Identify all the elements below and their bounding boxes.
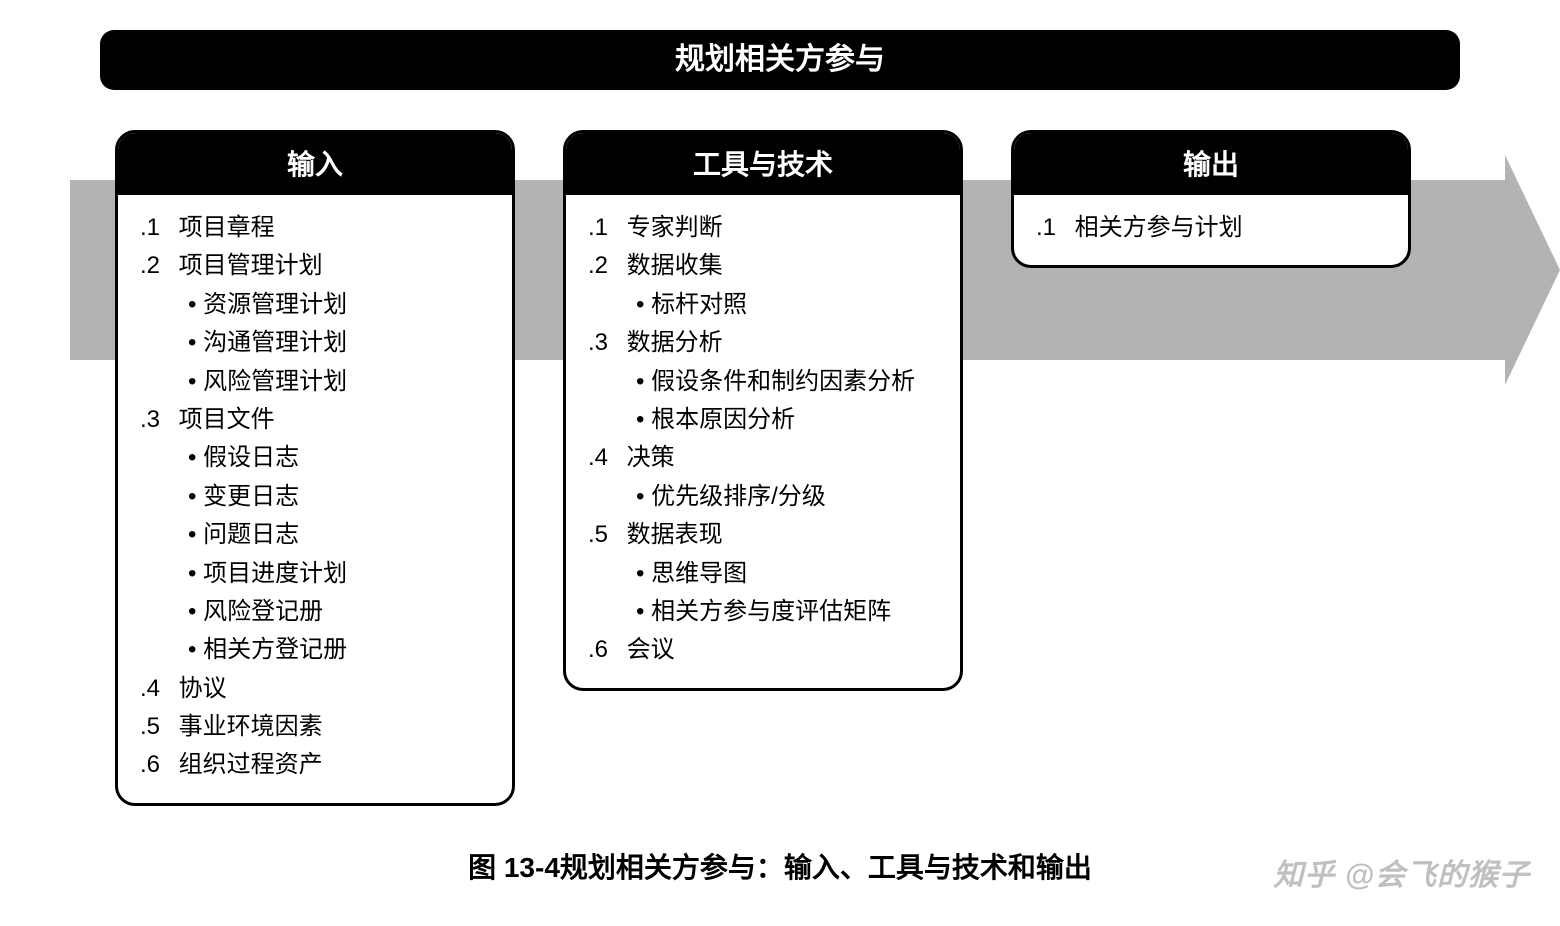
diagram-title-bar: 规划相关方参与 — [100, 30, 1460, 90]
sub-list: 假设条件和制约因素分析根本原因分析 — [588, 363, 938, 440]
sub-item: 思维导图 — [636, 555, 938, 593]
sub-item: 假设日志 — [188, 439, 490, 477]
sub-item: 风险登记册 — [188, 593, 490, 631]
item-label: 数据分析 — [620, 329, 723, 356]
sub-item: 沟通管理计划 — [188, 324, 490, 362]
item-number: .6 — [588, 631, 620, 669]
item-label: 专家判断 — [620, 214, 723, 241]
item-number: .1 — [588, 209, 620, 247]
item-number: .1 — [1036, 209, 1068, 247]
diagram-title: 规划相关方参与 — [675, 43, 885, 76]
flow-arrow-head-icon — [1505, 155, 1560, 385]
list-item: .5 事业环境因素 — [140, 708, 490, 746]
item-number: .4 — [140, 670, 172, 708]
list-item: .4 决策 — [588, 439, 938, 477]
sub-item: 资源管理计划 — [188, 286, 490, 324]
sub-list: 假设日志变更日志问题日志项目进度计划风险登记册相关方登记册 — [140, 439, 490, 669]
list-item: .2 项目管理计划 — [140, 247, 490, 285]
watermark-text: 知乎 @会飞的猴子 — [1273, 850, 1530, 894]
sub-list: 标杆对照 — [588, 286, 938, 324]
sub-item: 优先级排序/分级 — [636, 478, 938, 516]
sub-list: 资源管理计划沟通管理计划风险管理计划 — [140, 286, 490, 401]
list-item: .1 相关方参与计划 — [1036, 209, 1386, 247]
sub-item: 风险管理计划 — [188, 363, 490, 401]
item-label: 项目章程 — [172, 214, 275, 241]
sub-item: 项目进度计划 — [188, 555, 490, 593]
column-body: .1 专家判断.2 数据收集标杆对照.3 数据分析假设条件和制约因素分析根本原因… — [566, 195, 960, 688]
list-item: .3 项目文件 — [140, 401, 490, 439]
column-body: .1 项目章程.2 项目管理计划资源管理计划沟通管理计划风险管理计划.3 项目文… — [118, 195, 512, 803]
sub-item: 根本原因分析 — [636, 401, 938, 439]
item-label: 协议 — [172, 675, 227, 702]
sub-list: 优先级排序/分级 — [588, 478, 938, 516]
list-item: .1 专家判断 — [588, 209, 938, 247]
item-number: .2 — [140, 247, 172, 285]
list-item: .6 组织过程资产 — [140, 746, 490, 784]
item-label: 项目文件 — [172, 406, 275, 433]
column-header: 工具与技术 — [566, 133, 960, 195]
column-box-outputs: 输出 .1 相关方参与计划 — [1011, 130, 1411, 268]
item-label: 项目管理计划 — [172, 252, 323, 279]
item-number: .2 — [588, 247, 620, 285]
column-body: .1 相关方参与计划 — [1014, 195, 1408, 265]
item-label: 组织过程资产 — [172, 751, 323, 778]
item-number: .1 — [140, 209, 172, 247]
item-label: 会议 — [620, 636, 675, 663]
list-item: .2 数据收集 — [588, 247, 938, 285]
item-number: .6 — [140, 746, 172, 784]
sub-list: 思维导图相关方参与度评估矩阵 — [588, 555, 938, 632]
sub-item: 相关方登记册 — [188, 631, 490, 669]
item-number: .3 — [588, 324, 620, 362]
list-item: .5 数据表现 — [588, 516, 938, 554]
column-box-inputs: 输入.1 项目章程.2 项目管理计划资源管理计划沟通管理计划风险管理计划.3 项… — [115, 130, 515, 806]
item-number: .5 — [588, 516, 620, 554]
sub-item: 问题日志 — [188, 516, 490, 554]
list-item: .3 数据分析 — [588, 324, 938, 362]
item-number: .3 — [140, 401, 172, 439]
list-item: .1 项目章程 — [140, 209, 490, 247]
item-label: 相关方参与计划 — [1068, 214, 1243, 241]
sub-item: 标杆对照 — [636, 286, 938, 324]
item-label: 决策 — [620, 444, 675, 471]
column-box-tools: 工具与技术.1 专家判断.2 数据收集标杆对照.3 数据分析假设条件和制约因素分… — [563, 130, 963, 691]
column-header: 输出 — [1014, 133, 1408, 195]
item-label: 事业环境因素 — [172, 713, 323, 740]
list-item: .6 会议 — [588, 631, 938, 669]
list-item: .4 协议 — [140, 670, 490, 708]
item-label: 数据表现 — [620, 521, 723, 548]
item-number: .4 — [588, 439, 620, 477]
sub-item: 变更日志 — [188, 478, 490, 516]
column-header: 输入 — [118, 133, 512, 195]
columns-container: 输入.1 项目章程.2 项目管理计划资源管理计划沟通管理计划风险管理计划.3 项… — [115, 130, 1455, 806]
sub-item: 假设条件和制约因素分析 — [636, 363, 938, 401]
item-label: 数据收集 — [620, 252, 723, 279]
item-number: .5 — [140, 708, 172, 746]
sub-item: 相关方参与度评估矩阵 — [636, 593, 938, 631]
